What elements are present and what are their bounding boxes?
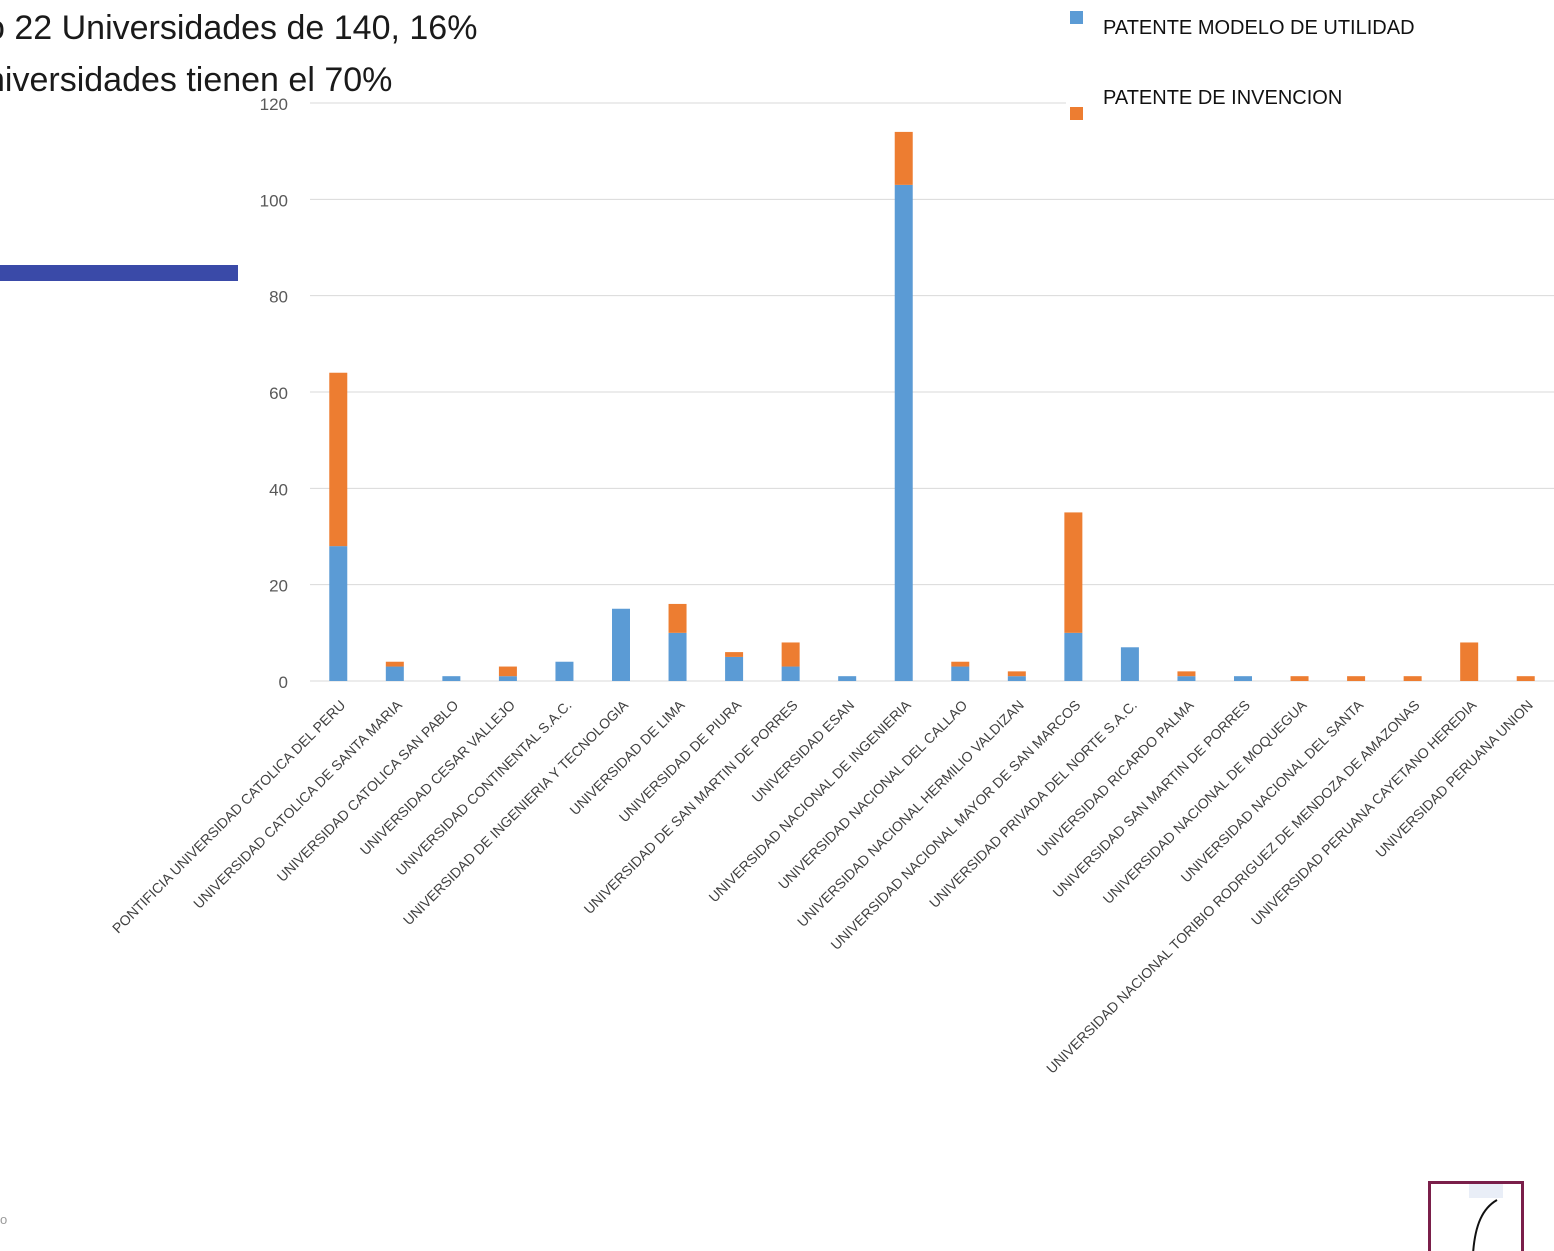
bar-modelo-utilidad-1 [329,546,348,681]
bar-invencion-16 [1177,671,1196,677]
bar-modelo-utilidad-2 [385,666,404,681]
legend-swatch-modelo-utilidad [1070,11,1083,24]
bar-modelo-utilidad-14 [1064,632,1083,681]
bar-modelo-utilidad-13 [1007,676,1026,681]
bar-modelo-utilidad-10 [838,676,857,681]
y-tick-label: 20 [269,577,288,596]
corner-mark: o [0,1212,8,1227]
bar-modelo-utilidad-16 [1177,676,1196,681]
logo-emblem-icon [1469,1184,1503,1251]
bar-modelo-utilidad-8 [725,656,744,681]
y-tick-label: 60 [269,384,288,403]
bar-modelo-utilidad-7 [668,632,687,681]
x-tick-label: UNIVERSIDAD NACIONAL TORIBIO RODRIGUEZ D… [1043,697,1423,1077]
bar-modelo-utilidad-5 [555,661,574,681]
y-tick-label: 40 [269,480,288,499]
slide-title-line-2: niversidades tienen el 70% [0,61,393,99]
x-tick-label: UNIVERSIDAD DE SAN MARTIN DE PORRES [581,697,801,917]
bar-modelo-utilidad-9 [781,666,800,681]
y-tick-label: 100 [260,191,288,210]
bar-invencion-9 [781,642,800,667]
slide-title-line-1: o 22 Universidades de 140, 16% [0,9,478,47]
bar-invencion-12 [951,661,970,667]
bar-invencion-14 [1064,512,1083,633]
bar-modelo-utilidad-17 [1234,676,1252,681]
bar-invencion-7 [668,603,687,633]
bar-invencion-21 [1460,642,1479,681]
bar-modelo-utilidad-15 [1120,647,1139,681]
x-tick-label: PONTIFICIA UNIVERSIDAD CATOLICA DEL PERU [109,697,348,936]
bar-invencion-19 [1347,676,1366,681]
legend-label-invencion: PATENTE DE INVENCION [1103,87,1343,109]
x-tick-label: UNIVERSIDAD CATOLICA DE SANTA MARIA [190,696,405,911]
bar-invencion-1 [329,372,348,547]
x-tick-label: UNIVERSIDAD NACIONAL DE MOQUEGUA [1100,696,1311,907]
bar-modelo-utilidad-11 [894,184,913,681]
bar-invencion-8 [725,652,744,657]
bar-invencion-18 [1290,676,1309,681]
chart-legend: PATENTE MODELO DE UTILIDAD PATENTE DE IN… [1066,0,1554,128]
legend-swatch-invencion [1070,107,1083,120]
bar-invencion-2 [385,661,404,667]
x-tick-label: UNIVERSIDAD DE LIMA [566,696,688,818]
x-tick-label: UNIVERSIDAD ESAN [749,697,858,806]
x-tick-label: UNIVERSIDAD SAN MARTIN DE PORRES [1049,697,1253,901]
y-tick-label: 0 [279,673,288,692]
bar-modelo-utilidad-3 [442,676,461,681]
bar-invencion-22 [1516,676,1535,681]
x-tick-label: UNIVERSIDAD PRIVADA DEL NORTE S.A.C. [926,697,1140,911]
university-logo [1428,1181,1524,1251]
y-tick-label: 80 [269,288,288,307]
bar-modelo-utilidad-4 [498,676,517,681]
bar-modelo-utilidad-6 [612,608,630,681]
legend-label-modelo-utilidad: PATENTE MODELO DE UTILIDAD [1103,17,1415,39]
bar-invencion-4 [498,666,517,677]
bar-invencion-20 [1403,676,1422,681]
bar-invencion-11 [894,131,913,185]
accent-bar [0,265,238,281]
bar-modelo-utilidad-12 [951,666,970,681]
x-tick-label: UNIVERSIDAD NACIONAL DE INGENIERIA [705,696,914,905]
bar-invencion-13 [1007,671,1026,677]
y-tick-label: 120 [260,95,288,114]
